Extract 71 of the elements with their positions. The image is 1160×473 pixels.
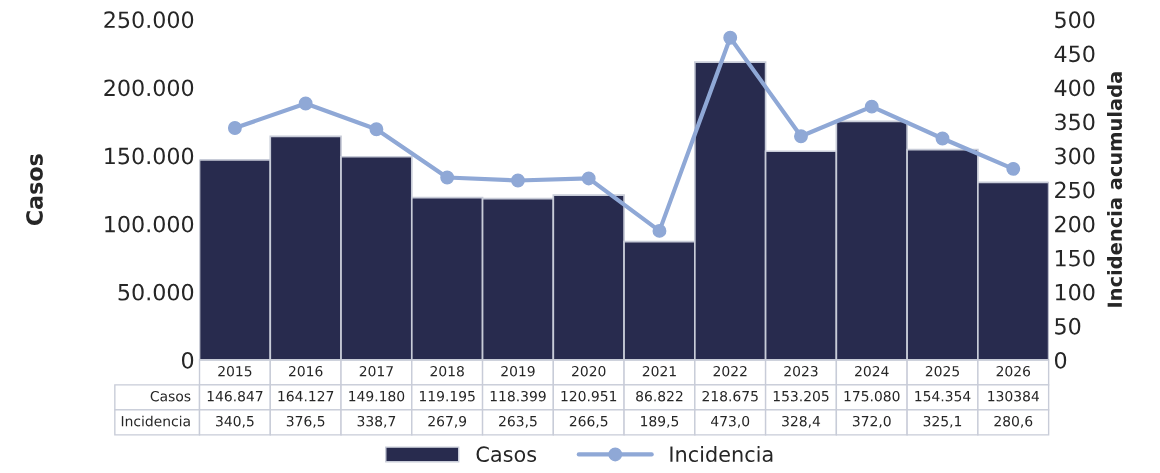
data-label: 119.195 [419,390,475,402]
x-tick-label: 2016 [289,365,323,377]
y-tick-label: 250.000 [104,11,194,29]
data-label: 473,0 [711,415,750,428]
data-label: 376,5 [286,415,325,428]
data-label: 154.354 [915,390,971,402]
data-label: 153.205 [773,390,829,402]
legend-label: Incidencia [670,445,773,463]
data-label: 266,5 [569,415,608,428]
point [652,223,667,238]
point [1006,161,1021,176]
data-label: 372,0 [852,415,891,428]
y-tick-label: 200.000 [104,79,194,97]
data-label: 164.127 [278,390,334,402]
y2-tick-label: 450 [1054,45,1095,63]
data-label: 218.675 [702,390,758,402]
data-label: 280,6 [994,415,1033,428]
data-label: 120.951 [561,390,617,402]
y2-tick-label: 0 [1054,351,1067,369]
x-tick-label: 2025 [925,365,959,377]
legend-label: Casos [476,446,537,463]
x-tick-label: 2017 [359,365,393,377]
text: Casos [150,390,191,402]
point [369,122,384,137]
data-label: 263,5 [499,415,537,428]
point [510,173,525,188]
y-tick-label: 0 [181,351,194,369]
y-tick-label: 100.000 [105,215,194,233]
y-tick-label: 150.000 [105,147,194,165]
x-tick-label: 2022 [713,365,747,377]
x-tick-label: 2018 [430,365,464,377]
x-tick-label: 2021 [642,365,676,377]
y2-tick-label: 350 [1055,113,1095,131]
x-tick-label: 2024 [855,365,889,377]
x-tick-label: 2015 [218,365,252,377]
text: Incidencia [121,415,190,427]
x-tick-label: 2019 [501,365,535,377]
y2-tick-label: 250 [1055,181,1095,199]
x-tick-label: 2023 [784,365,818,377]
data-label: 130384 [988,390,1039,402]
y2-tick-label: 50 [1055,317,1081,335]
point [227,121,242,135]
y2-tick-label: 500 [1055,11,1095,29]
data-label: 86.822 [636,390,683,402]
y2-tick-label: 400 [1054,79,1095,97]
y2-tick-label: 300 [1055,147,1095,165]
y2-axis-title: Incidencia acumulada [1107,72,1123,307]
y-tick-label: 50.000 [118,283,194,301]
data-label: 175.080 [844,390,900,402]
data-label: 118.399 [490,390,546,402]
y2-tick-label: 100 [1055,283,1095,301]
data-label: 328,4 [782,415,821,428]
point [864,99,879,114]
point [298,96,313,111]
data-label: 149.180 [349,390,405,402]
point [935,131,950,146]
data-label: 338,7 [357,415,396,428]
point [723,30,738,45]
data-label: 340,5 [216,415,254,428]
y-axis-title: Casos [26,154,43,226]
point [581,171,596,186]
y2-tick-label: 200 [1055,215,1095,233]
data-label: 325,1 [923,415,962,428]
x-tick-label: 2020 [572,365,606,377]
data-label: 189,5 [641,415,679,428]
y2-tick-label: 150 [1055,249,1095,267]
x-tick-label: 2026 [996,365,1031,377]
data-label: 146.847 [207,390,263,402]
point [794,129,808,144]
point [440,170,455,185]
data-label: 267,9 [428,415,467,428]
